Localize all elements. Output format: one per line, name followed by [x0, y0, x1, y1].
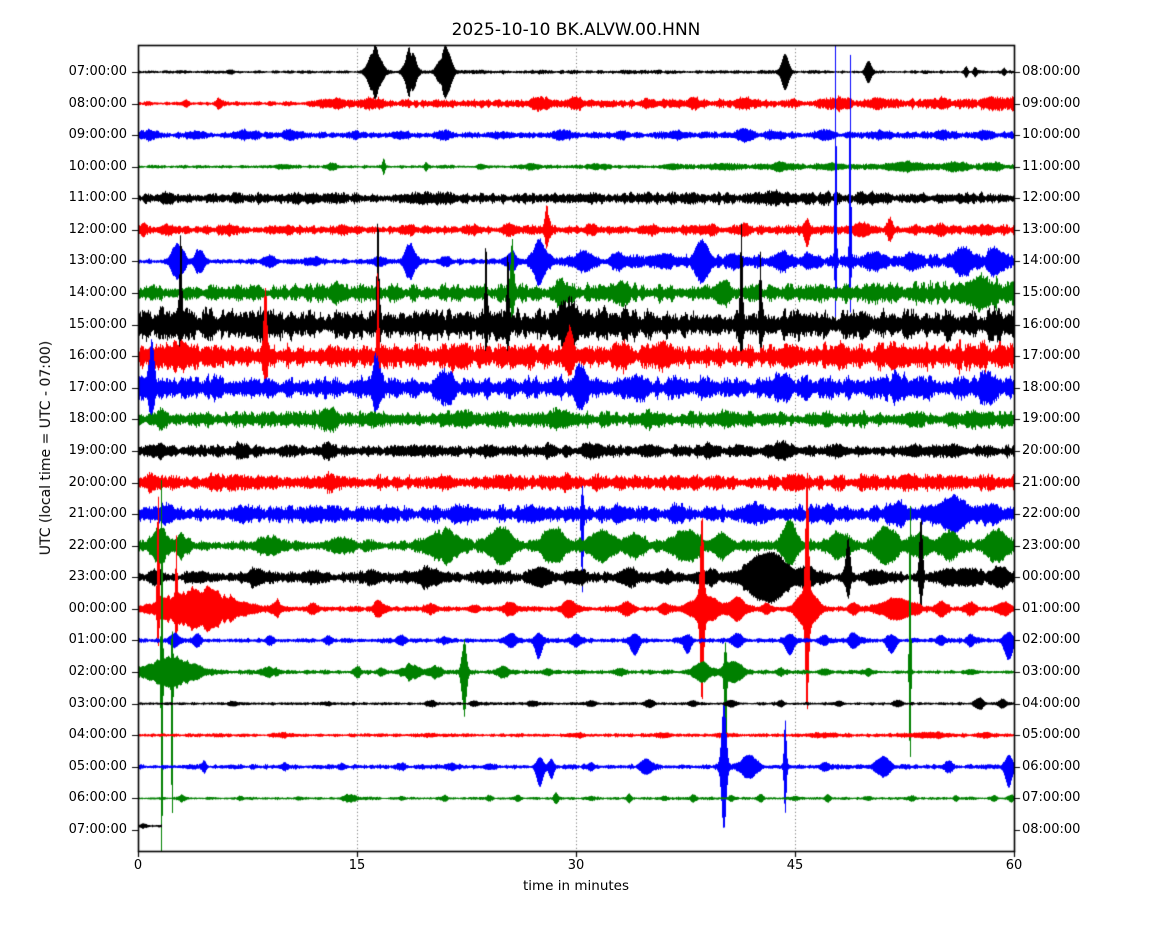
left-time-label: 17:00:00 [68, 379, 127, 395]
right-time-label: 10:00:00 [1022, 127, 1081, 143]
right-time-label: 18:00:00 [1022, 379, 1081, 395]
left-time-label: 13:00:00 [68, 253, 127, 269]
right-time-label: 01:00:00 [1022, 600, 1081, 616]
right-time-label: 15:00:00 [1022, 285, 1081, 301]
right-time-label: 09:00:00 [1022, 95, 1081, 111]
right-time-label: 06:00:00 [1022, 758, 1081, 774]
left-time-label: 05:00:00 [68, 758, 127, 774]
right-time-label: 16:00:00 [1022, 316, 1081, 332]
right-time-label: 17:00:00 [1022, 348, 1081, 364]
x-tick-label: 60 [1005, 858, 1023, 873]
left-time-label: 00:00:00 [68, 600, 127, 616]
right-time-label: 12:00:00 [1022, 190, 1081, 206]
right-time-label: 21:00:00 [1022, 474, 1081, 490]
left-time-label: 21:00:00 [68, 506, 127, 522]
x-tick-label: 30 [567, 858, 585, 873]
right-time-label: 11:00:00 [1022, 158, 1081, 174]
left-time-label: 12:00:00 [68, 221, 127, 237]
left-time-label: 19:00:00 [68, 442, 127, 458]
left-time-label: 11:00:00 [68, 190, 127, 206]
right-time-label: 04:00:00 [1022, 695, 1081, 711]
x-tick-label: 0 [133, 858, 143, 873]
left-time-label: 16:00:00 [68, 348, 127, 364]
left-time-label: 20:00:00 [68, 474, 127, 490]
right-time-label: 03:00:00 [1022, 664, 1081, 680]
right-time-label: 13:00:00 [1022, 221, 1081, 237]
left-time-label: 08:00:00 [68, 95, 127, 111]
left-time-label: 06:00:00 [68, 790, 127, 806]
left-time-label: 15:00:00 [68, 316, 127, 332]
left-time-label: 18:00:00 [68, 411, 127, 427]
left-time-label: 22:00:00 [68, 537, 127, 553]
right-time-label: 02:00:00 [1022, 632, 1081, 648]
right-time-label: 19:00:00 [1022, 411, 1081, 427]
x-tick-label: 45 [786, 858, 804, 873]
x-tick-label: 15 [348, 858, 366, 873]
right-time-label: 14:00:00 [1022, 253, 1081, 269]
left-time-label: 09:00:00 [68, 127, 127, 143]
left-time-label: 03:00:00 [68, 695, 127, 711]
right-time-label: 08:00:00 [1022, 821, 1081, 837]
right-time-label: 22:00:00 [1022, 506, 1081, 522]
right-time-label: 05:00:00 [1022, 727, 1081, 743]
left-time-label: 14:00:00 [68, 285, 127, 301]
plot-title: 2025-10-10 BK.ALVW.00.HNN [451, 20, 701, 40]
right-time-label: 23:00:00 [1022, 537, 1081, 553]
right-time-label: 07:00:00 [1022, 790, 1081, 806]
right-time-label: 08:00:00 [1022, 64, 1081, 79]
left-time-label: 01:00:00 [68, 632, 127, 648]
left-time-label: 23:00:00 [68, 569, 127, 585]
x-axis-label: time in minutes [522, 878, 630, 894]
left-time-label: 07:00:00 [68, 64, 127, 79]
left-time-label: 07:00:00 [68, 821, 127, 837]
left-time-label: 10:00:00 [68, 158, 127, 174]
right-time-label: 20:00:00 [1022, 442, 1081, 458]
left-time-label: 04:00:00 [68, 727, 127, 743]
left-time-label: 02:00:00 [68, 664, 127, 680]
right-time-label: 00:00:00 [1022, 569, 1081, 585]
